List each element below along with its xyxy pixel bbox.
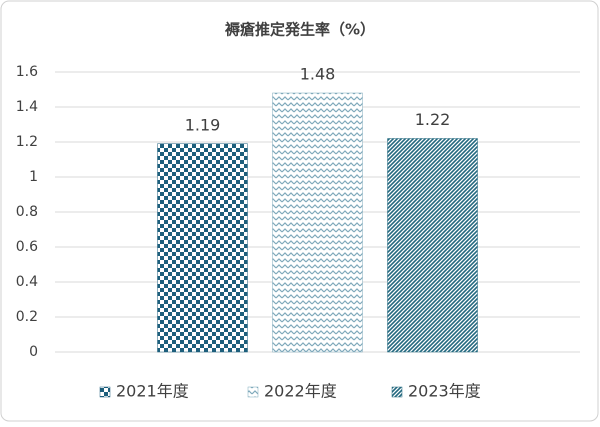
- legend-label: 2022年度: [264, 382, 337, 401]
- legend-swatch: [247, 386, 259, 398]
- y-tick-label: 0.6: [16, 239, 38, 255]
- y-tick-label: 0: [29, 344, 38, 360]
- y-tick-label: 0.8: [16, 204, 38, 220]
- bar: [387, 138, 478, 353]
- chart-title: 褥瘡推定発生率（%）: [224, 21, 375, 39]
- legend-swatch: [99, 386, 111, 398]
- bar: [272, 92, 363, 353]
- data-label: 1.19: [185, 115, 221, 134]
- y-tick-label: 1: [29, 169, 38, 185]
- bar: [157, 143, 248, 353]
- legend-swatch: [391, 386, 403, 398]
- data-label: 1.22: [415, 110, 451, 129]
- y-tick-label: 0.2: [16, 309, 38, 325]
- legend-label: 2023年度: [408, 382, 481, 401]
- data-label: 1.48: [300, 65, 336, 84]
- legend-label: 2021年度: [116, 382, 189, 401]
- y-tick-label: 0.4: [16, 274, 38, 290]
- y-tick-label: 1.6: [16, 64, 38, 80]
- y-tick-label: 1.4: [16, 99, 38, 115]
- y-tick-label: 1.2: [16, 134, 38, 150]
